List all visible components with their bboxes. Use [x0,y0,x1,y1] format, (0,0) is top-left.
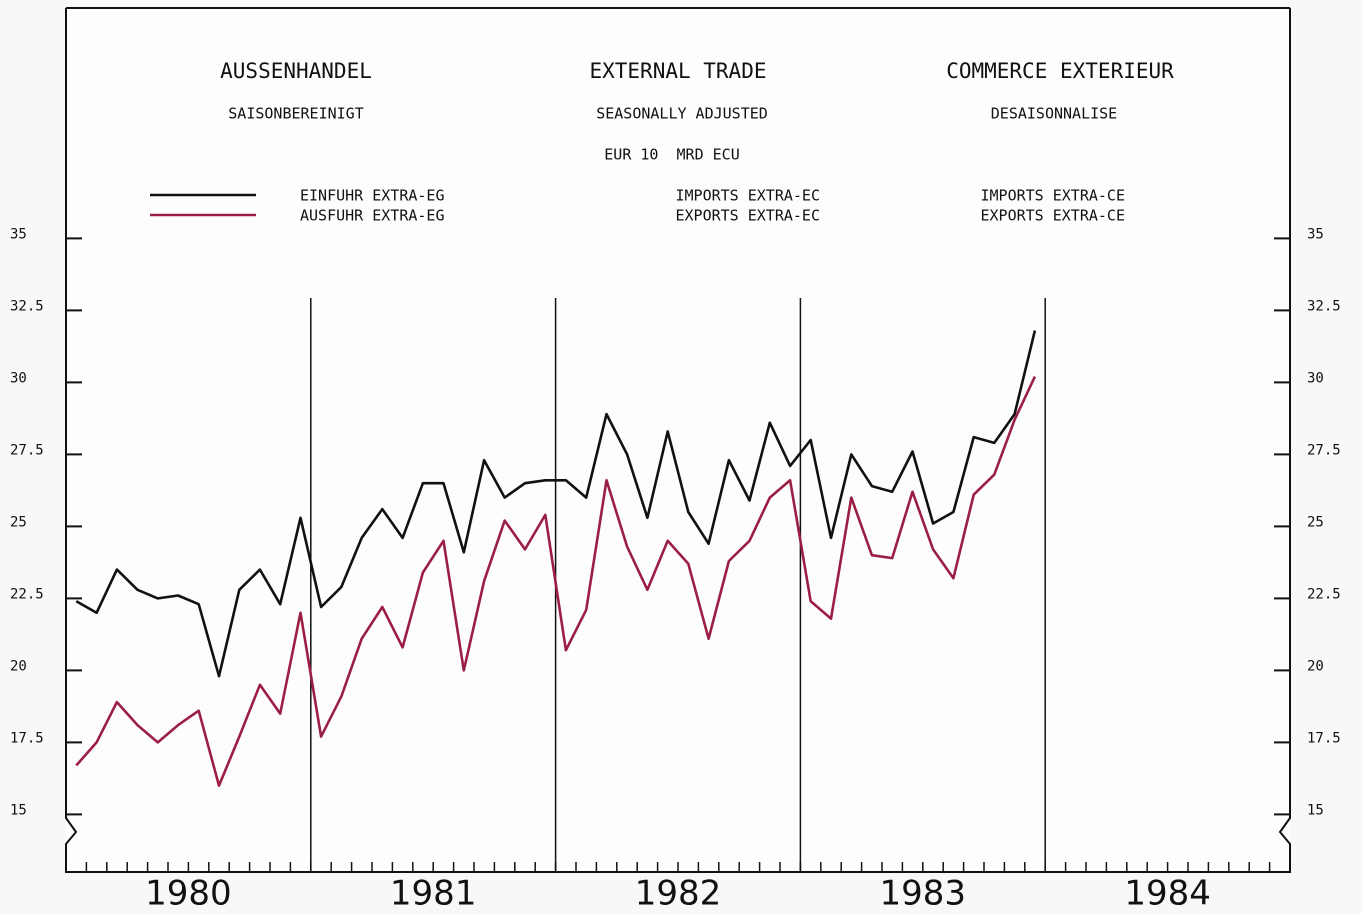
y-tick-label-left: 25 [10,514,27,530]
y-tick-label-right: 35 [1307,226,1324,242]
x-tick-label: 1983 [880,874,967,914]
y-tick-label-left: 30 [10,370,27,386]
legend-label-en: IMPORTS EXTRA-EC [676,187,821,205]
subtitle-fr: DESAISONNALISE [991,105,1117,123]
legend-label-fr: IMPORTS EXTRA-CE [981,187,1126,205]
title-en: EXTERNAL TRADE [589,59,766,83]
y-tick-label-right: 25 [1307,514,1324,530]
y-tick-label-left: 22.5 [10,586,44,602]
y-tick-label-left: 15 [10,802,27,818]
legend-label-de: AUSFUHR EXTRA-EG [300,207,445,225]
legend-label-fr: EXPORTS EXTRA-CE [981,207,1126,225]
title-fr: COMMERCE EXTERIEUR [946,59,1174,83]
y-tick-label-right: 27.5 [1307,442,1341,458]
y-tick-label-left: 20 [10,658,27,674]
y-tick-label-right: 20 [1307,658,1324,674]
x-tick-label: 1984 [1124,874,1211,914]
subtitle-de: SAISONBEREINIGT [228,105,363,123]
y-tick-label-left: 35 [10,226,27,242]
y-tick-label-right: 17.5 [1307,730,1341,746]
y-tick-label-left: 32.5 [10,298,44,314]
legend-label-de: EINFUHR EXTRA-EG [300,187,445,205]
y-tick-label-right: 30 [1307,370,1324,386]
x-tick-label: 1982 [635,874,722,914]
y-tick-label-right: 15 [1307,802,1324,818]
plot-area [66,8,1290,872]
x-tick-label: 1980 [145,874,232,914]
series-line [75,376,1037,787]
title-de: AUSSENHANDEL [220,59,372,83]
y-tick-label-left: 27.5 [10,442,44,458]
y-tick-label-left: 17.5 [10,730,44,746]
subtitle-en: SEASONALLY ADJUSTED [596,105,768,123]
x-tick-label: 1981 [390,874,477,914]
legend-label-en: EXPORTS EXTRA-EC [676,207,821,225]
unit-label: EUR 10 MRD ECU [604,146,739,164]
y-tick-label-right: 22.5 [1307,586,1341,602]
y-tick-label-right: 32.5 [1307,298,1341,314]
series-line [75,330,1037,678]
